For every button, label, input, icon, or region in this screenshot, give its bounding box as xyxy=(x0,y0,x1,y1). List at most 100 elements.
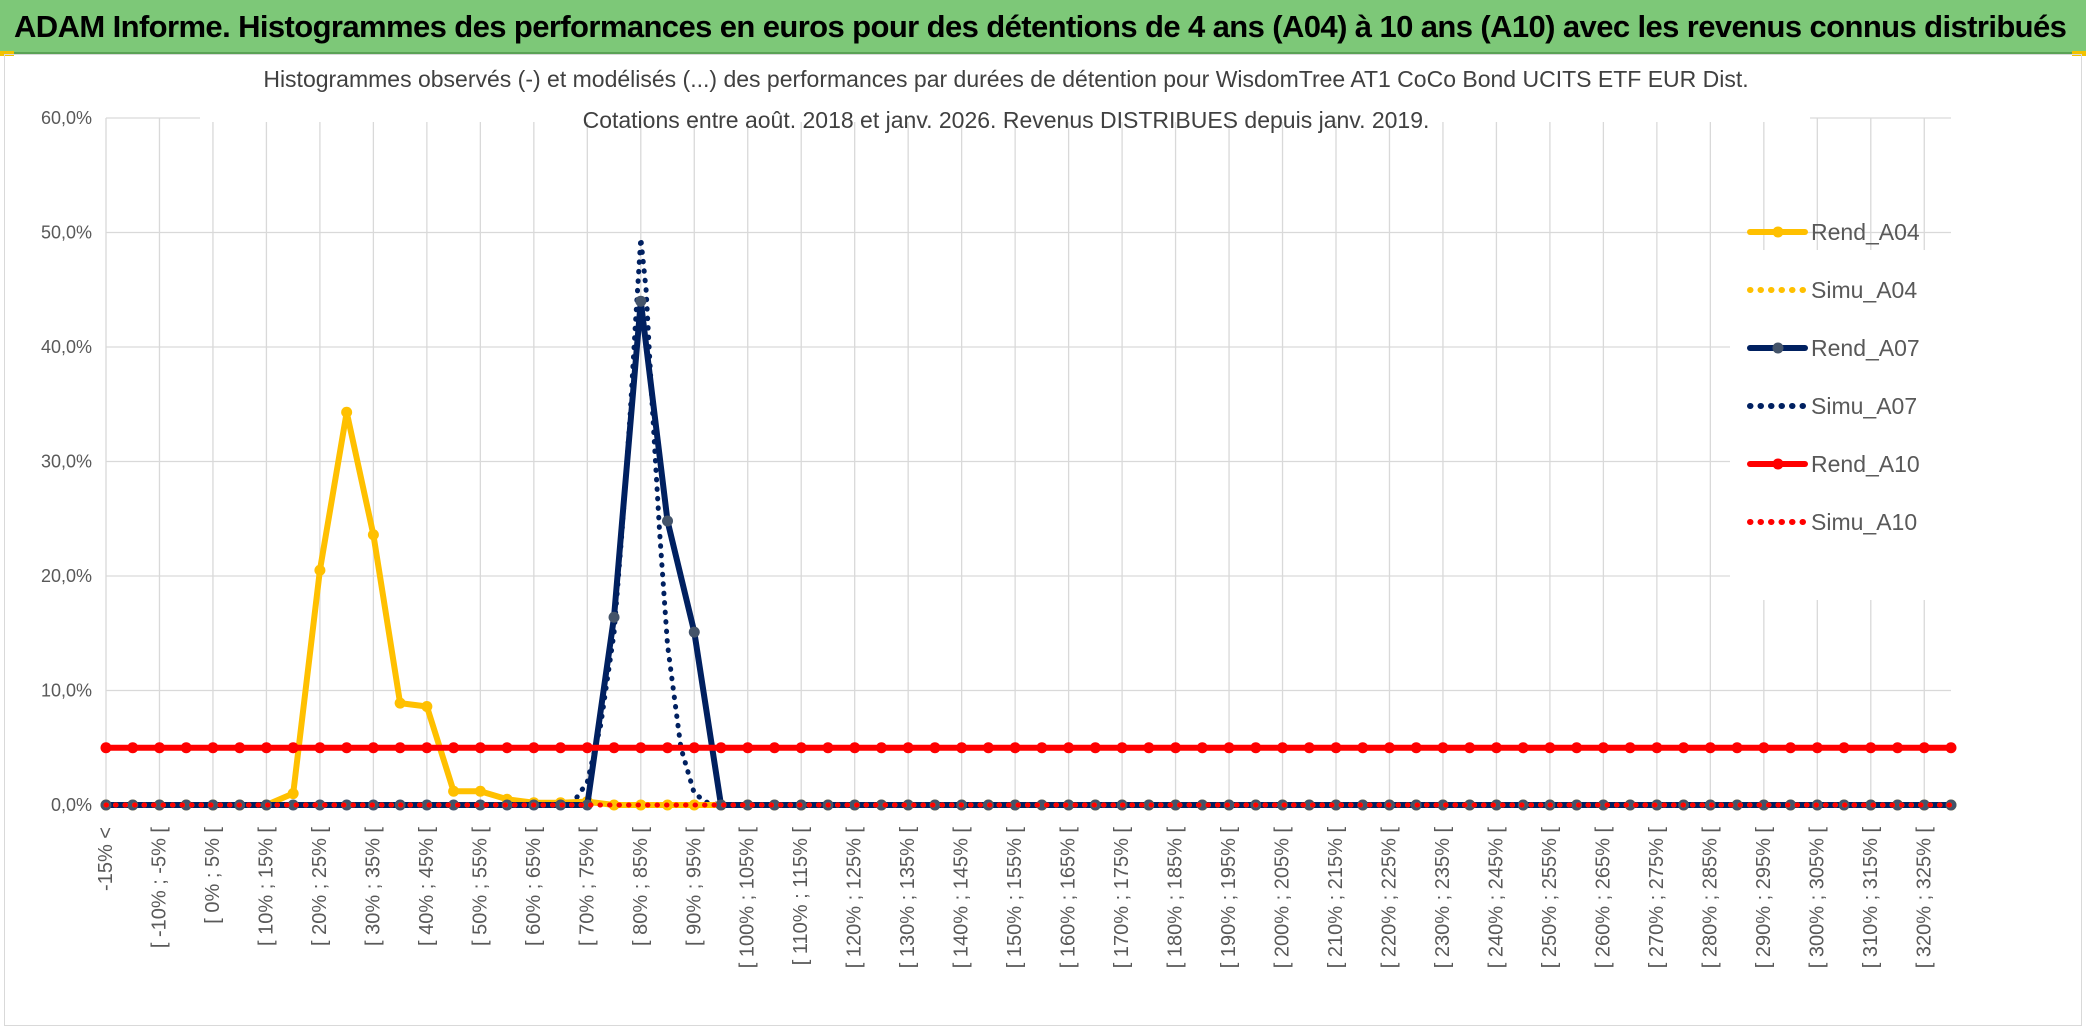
x-tick-label: [ 50% ; 55% [ xyxy=(469,827,491,946)
x-tick-label: [ 150% ; 155% [ xyxy=(1004,827,1026,969)
legend-marker xyxy=(1772,226,1784,238)
data-point xyxy=(1410,742,1422,754)
data-point xyxy=(1704,742,1716,754)
data-point xyxy=(314,564,326,576)
x-tick-label: [ 20% ; 25% [ xyxy=(309,827,331,946)
data-point xyxy=(474,742,486,754)
data-point xyxy=(662,515,674,527)
x-tick-label: [ 320% ; 325% [ xyxy=(1913,827,1935,969)
x-tick-label: [ 280% ; 285% [ xyxy=(1699,827,1721,969)
x-tick-label: [ -10% ; -5% [ xyxy=(148,827,170,949)
data-point xyxy=(1196,742,1208,754)
data-point xyxy=(1250,742,1262,754)
data-point xyxy=(1330,799,1342,811)
data-point xyxy=(1892,742,1904,754)
x-tick-label: [ 0% ; 5% [ xyxy=(202,827,224,924)
x-tick-label: [ 100% ; 105% [ xyxy=(737,827,759,969)
data-point xyxy=(180,742,192,754)
data-point xyxy=(1918,742,1930,754)
legend-label: Simu_A07 xyxy=(1811,393,1917,419)
data-point xyxy=(528,742,540,754)
y-tick-label: 60,0% xyxy=(41,108,92,128)
data-point xyxy=(394,742,406,754)
data-point xyxy=(448,742,460,754)
data-point xyxy=(555,742,567,754)
data-point xyxy=(1437,799,1449,811)
data-point xyxy=(1785,799,1797,811)
data-point xyxy=(1758,742,1770,754)
data-point xyxy=(1116,742,1128,754)
data-point xyxy=(367,742,379,754)
data-point xyxy=(635,742,647,754)
x-tick-label: [ 300% ; 305% [ xyxy=(1806,827,1828,969)
data-point xyxy=(1678,742,1690,754)
y-tick-label: 20,0% xyxy=(41,566,92,586)
data-point xyxy=(688,626,700,638)
x-tick-label: [ 30% ; 35% [ xyxy=(362,827,384,946)
legend-label: Simu_A10 xyxy=(1811,509,1917,535)
data-point xyxy=(341,799,353,811)
data-point xyxy=(1811,742,1823,754)
data-point xyxy=(1330,742,1342,754)
data-point xyxy=(1624,742,1636,754)
data-point xyxy=(956,742,968,754)
y-tick-label: 0,0% xyxy=(51,795,92,815)
data-point xyxy=(581,799,593,811)
data-point xyxy=(715,742,727,754)
data-point xyxy=(1303,742,1315,754)
x-tick-label: [ 90% ; 95% [ xyxy=(683,827,705,946)
x-tick-label: [ 140% ; 145% [ xyxy=(951,827,973,969)
data-point xyxy=(100,742,112,754)
data-point xyxy=(314,799,326,811)
data-point xyxy=(1357,742,1369,754)
data-point xyxy=(875,799,887,811)
data-point xyxy=(1009,742,1021,754)
data-point xyxy=(287,799,299,811)
data-point xyxy=(1089,742,1101,754)
data-point xyxy=(448,799,460,811)
data-point xyxy=(608,611,620,623)
data-point xyxy=(1464,799,1476,811)
data-point xyxy=(180,799,192,811)
x-tick-label: [ 80% ; 85% [ xyxy=(630,827,652,946)
data-point xyxy=(662,742,674,754)
data-point xyxy=(1063,742,1075,754)
x-tick-label: [ 240% ; 245% [ xyxy=(1485,827,1507,969)
data-point xyxy=(1892,799,1904,811)
data-point xyxy=(1597,799,1609,811)
data-point xyxy=(1383,742,1395,754)
data-point xyxy=(1196,799,1208,811)
data-point xyxy=(501,742,513,754)
data-point xyxy=(474,799,486,811)
data-point xyxy=(207,742,219,754)
chart-subtitle: Cotations entre août. 2018 et janv. 2026… xyxy=(583,107,1430,133)
x-tick-label: [ 70% ; 75% [ xyxy=(576,827,598,946)
y-tick-label: 40,0% xyxy=(41,337,92,357)
data-point xyxy=(1758,799,1770,811)
data-point xyxy=(1303,799,1315,811)
data-point xyxy=(795,742,807,754)
data-point xyxy=(1490,742,1502,754)
data-point xyxy=(1490,799,1502,811)
data-point xyxy=(1731,742,1743,754)
legend-item: Simu_A10 xyxy=(1747,509,1917,535)
data-point xyxy=(287,788,299,800)
x-tick-label: [ 310% ; 315% [ xyxy=(1860,827,1882,969)
legend-item: Rend_A04 xyxy=(1747,219,1920,245)
data-point xyxy=(1731,799,1743,811)
series-rend-a10 xyxy=(100,742,1957,754)
data-point xyxy=(982,742,994,754)
data-point xyxy=(153,799,165,811)
legend-item: Simu_A04 xyxy=(1747,277,1917,303)
data-point xyxy=(768,799,780,811)
y-tick-label: 10,0% xyxy=(41,681,92,701)
data-point xyxy=(1143,742,1155,754)
data-point xyxy=(581,742,593,754)
x-tick-label: [ 160% ; 165% [ xyxy=(1058,827,1080,969)
data-point xyxy=(1945,742,1957,754)
data-point xyxy=(1437,742,1449,754)
data-point xyxy=(367,529,379,541)
data-point xyxy=(421,701,433,713)
data-point xyxy=(421,742,433,754)
data-point xyxy=(1838,742,1850,754)
